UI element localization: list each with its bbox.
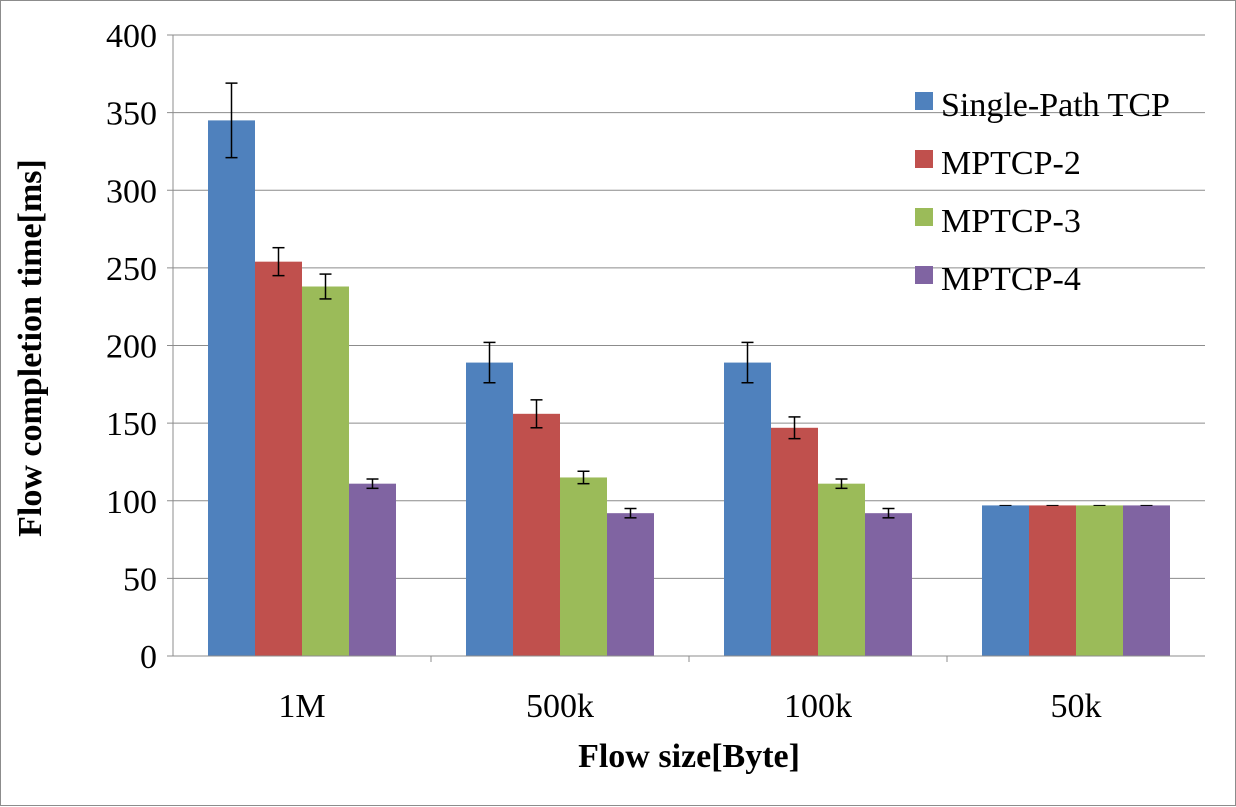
x-category-label: 50k bbox=[1051, 688, 1102, 725]
x-axis-title: Flow size[Byte] bbox=[578, 738, 800, 775]
bar bbox=[513, 413, 560, 656]
bar bbox=[607, 513, 654, 656]
y-tick-label: 400 bbox=[106, 18, 157, 55]
legend-label: MPTCP-2 bbox=[941, 145, 1081, 182]
y-tick-labels: 0 50 100 150 200 250 300 350 400 bbox=[106, 18, 157, 676]
bar bbox=[982, 505, 1029, 656]
y-axis-title: Flow completion time[ms] bbox=[12, 159, 49, 537]
y-tick-label: 150 bbox=[106, 406, 157, 443]
bar bbox=[724, 362, 771, 656]
bar bbox=[255, 261, 302, 656]
bar bbox=[865, 513, 912, 656]
bars bbox=[208, 120, 1170, 656]
y-tick-label: 200 bbox=[106, 329, 157, 366]
error-bars bbox=[225, 82, 1153, 519]
axes bbox=[172, 35, 1205, 662]
bar bbox=[466, 362, 513, 656]
bar bbox=[1029, 505, 1076, 656]
y-tick-label: 250 bbox=[106, 251, 157, 288]
y-tick-label: 0 bbox=[140, 639, 157, 676]
x-category-label: 100k bbox=[784, 688, 852, 725]
bar bbox=[1076, 505, 1123, 656]
legend-swatch bbox=[915, 266, 933, 284]
y-tick-label: 100 bbox=[106, 484, 157, 521]
x-category-labels: 1M 500k 100k 50k bbox=[278, 688, 1101, 725]
legend-label: MPTCP-3 bbox=[941, 203, 1081, 240]
legend-swatch bbox=[915, 208, 933, 226]
y-tick-label: 50 bbox=[123, 561, 157, 598]
legend: Single-Path TCP MPTCP-2 MPTCP-3 MPTCP-4 bbox=[915, 87, 1170, 298]
legend-label: Single-Path TCP bbox=[941, 87, 1170, 124]
bar bbox=[560, 477, 607, 656]
legend-swatch bbox=[915, 92, 933, 110]
legend-swatch bbox=[915, 150, 933, 168]
y-tick-label: 350 bbox=[106, 96, 157, 133]
bar bbox=[1123, 505, 1170, 656]
legend-label: MPTCP-4 bbox=[941, 261, 1081, 298]
y-tick-label: 300 bbox=[106, 173, 157, 210]
bar bbox=[302, 286, 349, 656]
bar bbox=[818, 483, 865, 656]
bar bbox=[208, 120, 255, 656]
bar bbox=[349, 483, 396, 656]
x-category-label: 1M bbox=[278, 688, 325, 725]
x-category-label: 500k bbox=[526, 688, 594, 725]
bar bbox=[771, 427, 818, 656]
